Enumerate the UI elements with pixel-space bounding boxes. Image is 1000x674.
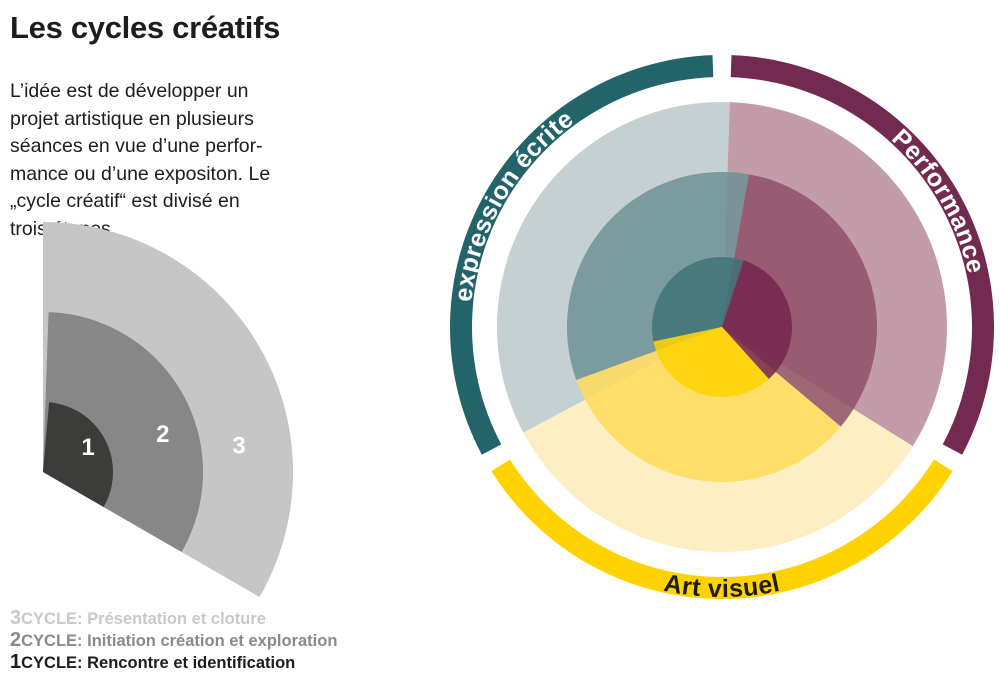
intro-line: L’idée est de développer un bbox=[10, 80, 249, 102]
legend-item-cycle-1: 1CYCLE: Rencontre et identification bbox=[10, 652, 337, 674]
art-visuel-layer-2 bbox=[576, 327, 841, 483]
cycle-1-sector bbox=[43, 402, 114, 507]
legend-text: Présentation et cloture bbox=[87, 610, 266, 628]
cycle-3-number: 3 bbox=[232, 432, 245, 459]
cycle-fan-diagram: 3 2 1 bbox=[43, 222, 293, 597]
performance-layer-2 bbox=[722, 174, 877, 427]
legend-item-cycle-2: 2CYCLE: Initiation création et explorati… bbox=[10, 630, 337, 652]
legend-prefix: CYCLE: bbox=[21, 654, 83, 672]
cycle-1-number: 1 bbox=[81, 434, 94, 461]
intro-line: projet artistique en plusieurs bbox=[10, 107, 254, 130]
legend-number: 3 bbox=[10, 607, 22, 629]
art-visuel-label: Art visuel bbox=[662, 569, 783, 603]
cycle-legend: 3CYCLE: Présentation et cloture 2CYCLE: … bbox=[10, 608, 337, 674]
expression-ecrite-layer-3 bbox=[652, 257, 744, 342]
expression-ecrite-rim bbox=[449, 55, 714, 455]
art-visuel-layer-3 bbox=[653, 327, 769, 397]
performance-layer-3 bbox=[722, 260, 792, 380]
legend-number: 1 bbox=[10, 651, 22, 673]
legend-item-cycle-3: 3CYCLE: Présentation et cloture bbox=[10, 608, 337, 630]
intro-line: „cycle créatif“ est divisé en bbox=[10, 190, 240, 212]
cycle-2-number: 2 bbox=[156, 421, 169, 448]
legend-prefix: CYCLE: bbox=[21, 610, 83, 628]
intro-line: mance ou d’une expositon. Le bbox=[10, 162, 271, 185]
art-visuel-rim bbox=[491, 459, 953, 599]
intro-paragraph: L’idée est de développer un projet artis… bbox=[10, 78, 310, 243]
legend-text: Initiation création et exploration bbox=[87, 632, 338, 650]
performance-rim bbox=[730, 55, 994, 455]
legend-prefix: CYCLE: bbox=[21, 632, 83, 650]
intro-line: séances en vue d’une perfor- bbox=[10, 135, 263, 157]
legend-text: Rencontre et identification bbox=[87, 654, 296, 672]
page-title: Les cycles créatifs bbox=[10, 10, 281, 45]
legend-number: 2 bbox=[10, 629, 22, 651]
